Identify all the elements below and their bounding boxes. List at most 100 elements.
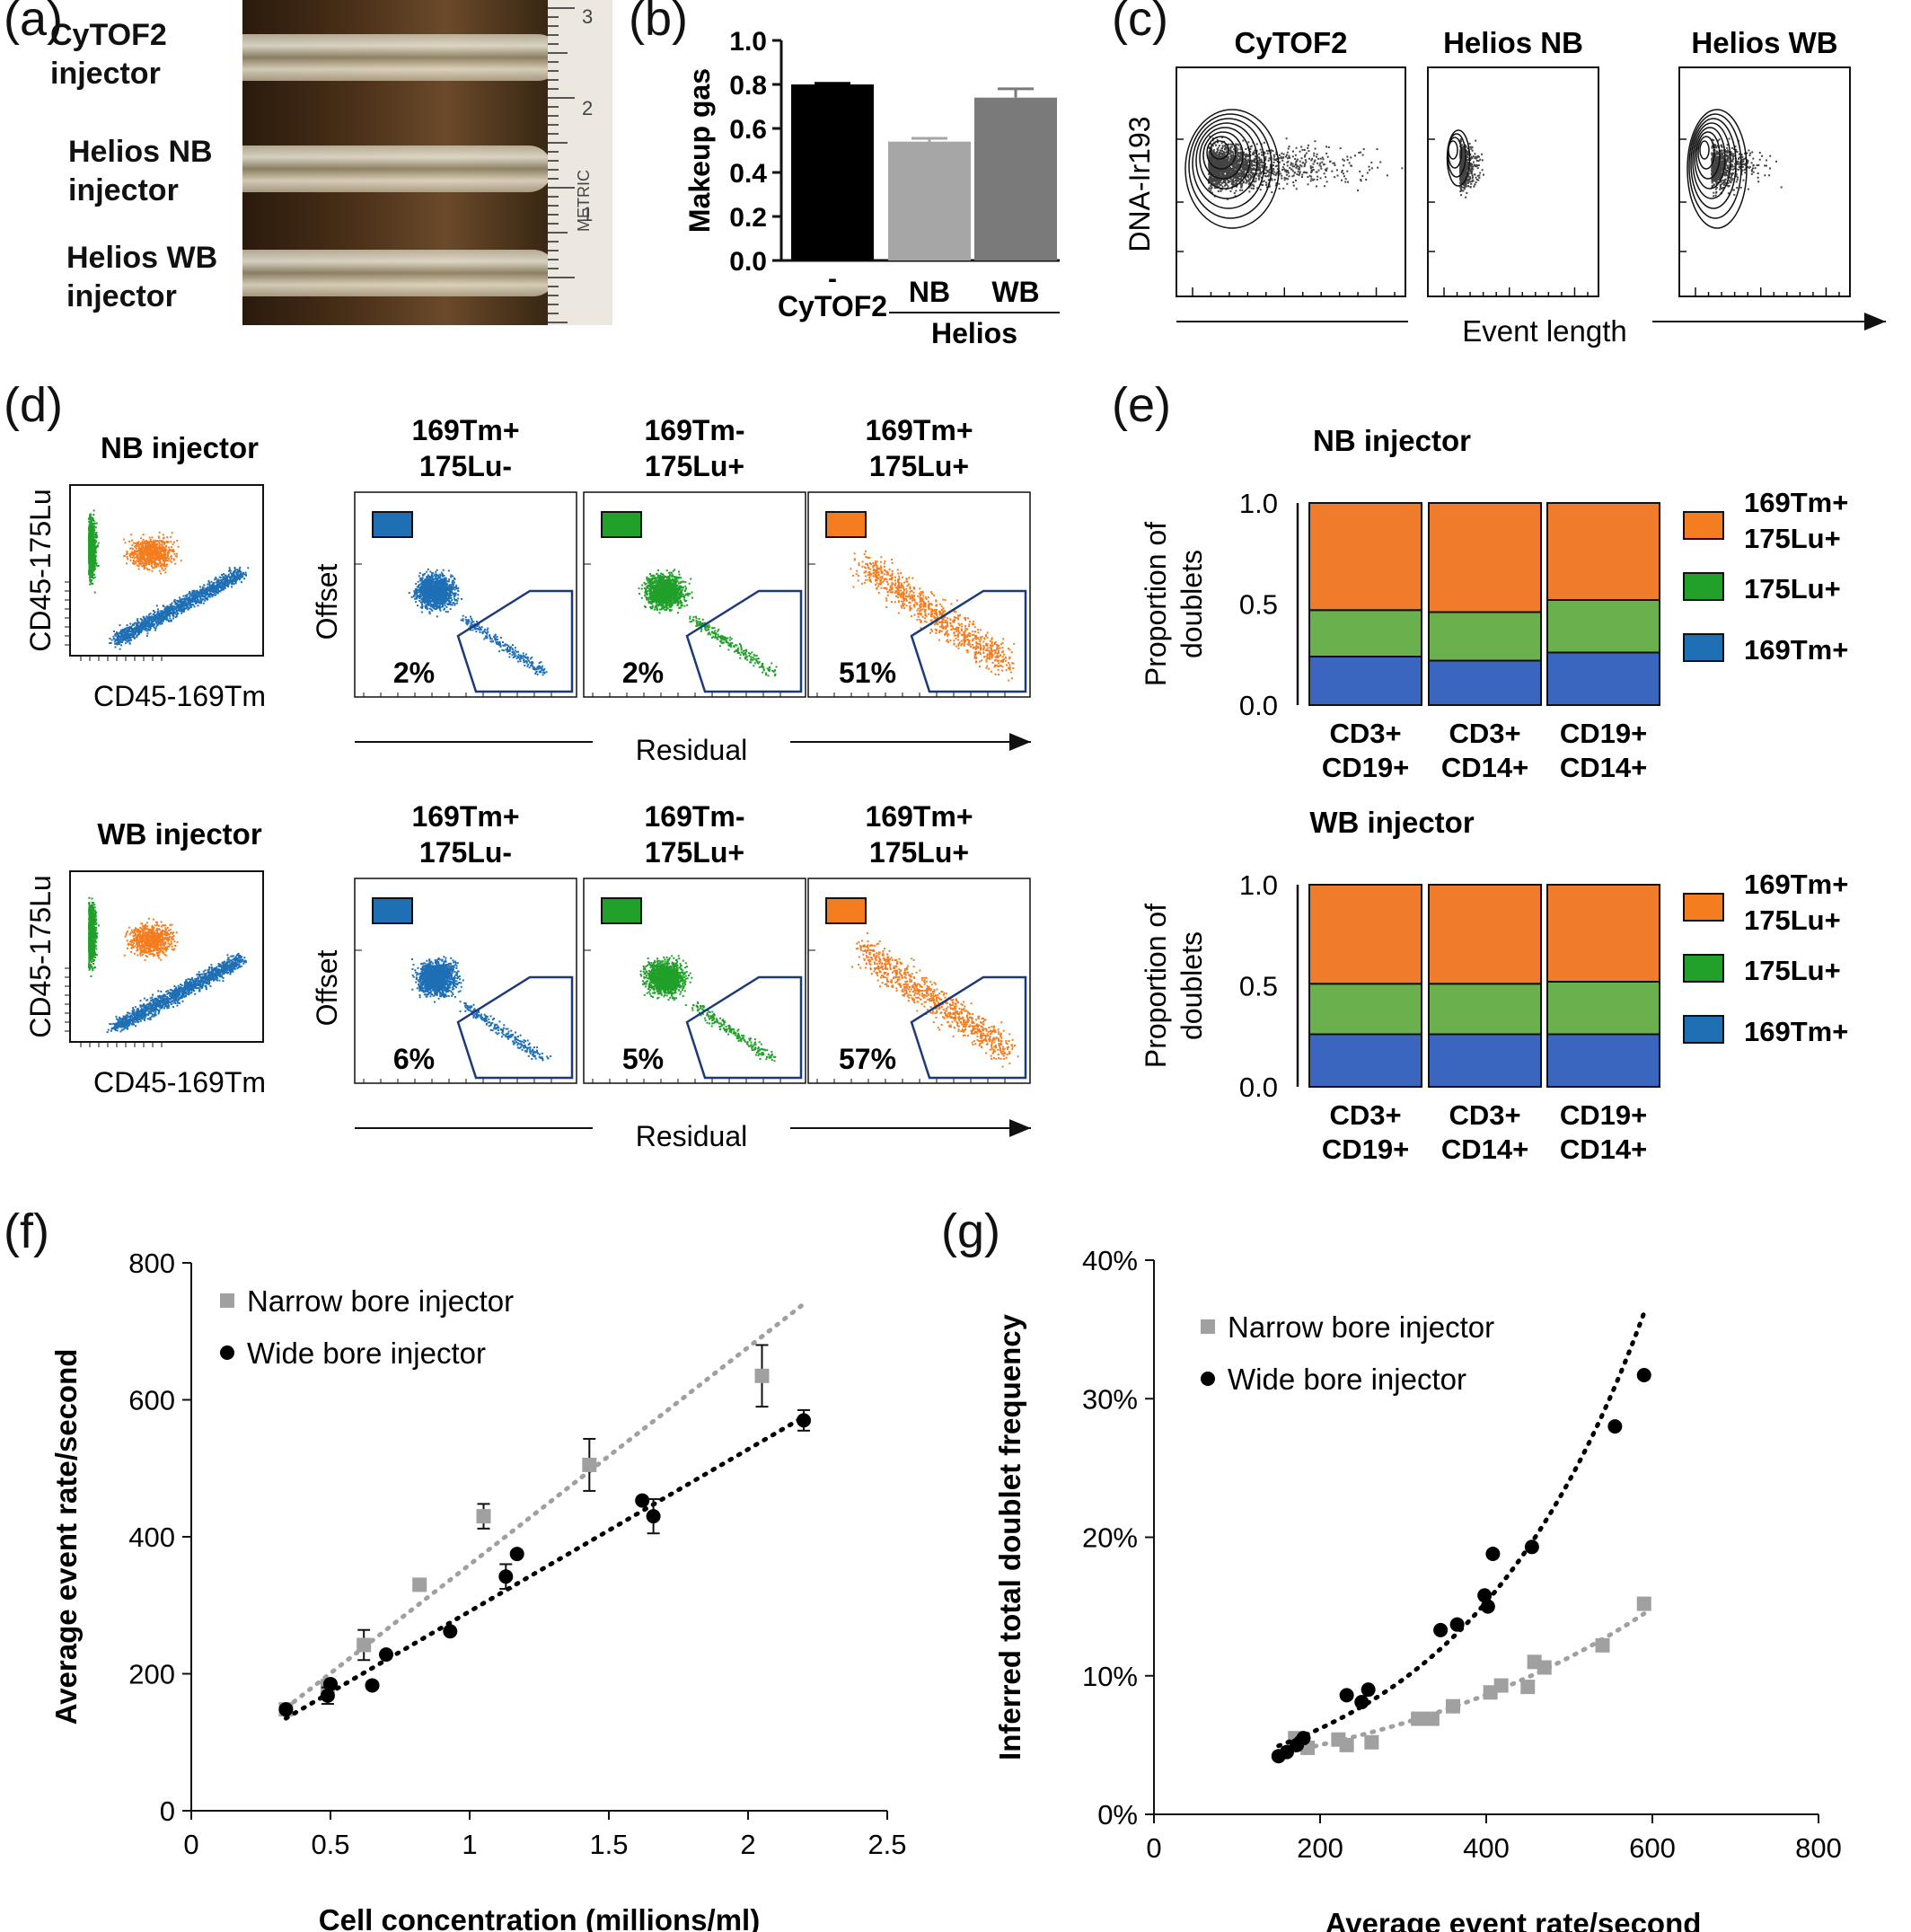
event-dot	[1251, 160, 1254, 163]
event-dot	[1239, 174, 1242, 177]
event-dot	[1278, 182, 1281, 185]
event-dot	[1211, 181, 1213, 183]
dot-orange	[138, 560, 141, 562]
event-dot	[1210, 154, 1212, 157]
event-dot	[1466, 161, 1468, 163]
panel-letter-c: (c)	[1112, 0, 1168, 46]
event-dot	[1225, 188, 1228, 190]
event-dot	[1219, 181, 1221, 183]
label-line: injector	[50, 57, 161, 91]
event-dot	[1234, 195, 1237, 198]
event-dot	[1240, 170, 1243, 172]
event-dot	[1711, 161, 1713, 163]
event-dot	[1228, 174, 1230, 177]
event-dot	[1229, 169, 1232, 172]
event-dot	[1715, 160, 1718, 163]
event-dot	[1224, 164, 1227, 167]
dot-orange	[137, 552, 140, 555]
event-dot	[1246, 165, 1248, 168]
ruler-tick	[548, 241, 559, 243]
event-dot	[1281, 177, 1283, 180]
event-dot	[1274, 174, 1277, 177]
event-dot	[1459, 152, 1462, 154]
group-label: Helios	[931, 317, 1017, 349]
plot-frame	[1678, 66, 1851, 297]
ruler-tick	[548, 259, 559, 260]
event-dot	[1310, 178, 1313, 181]
ruler-tick	[548, 250, 559, 251]
event-dot	[1741, 161, 1744, 163]
dot-orange	[167, 552, 170, 555]
event-dot	[1752, 171, 1755, 173]
event-dot	[1218, 180, 1220, 182]
event-dot	[1220, 142, 1223, 145]
dot-green	[92, 551, 95, 554]
event-dot	[1466, 181, 1469, 184]
event-dot	[1727, 181, 1730, 184]
event-dot	[1287, 160, 1290, 163]
event-dot	[1240, 184, 1243, 187]
event-dot	[1713, 168, 1715, 171]
event-dot	[1216, 184, 1219, 187]
event-dot	[1238, 189, 1241, 191]
event-dot	[1711, 167, 1713, 170]
event-dot	[1307, 146, 1309, 149]
event-dot	[1261, 161, 1264, 163]
dot-green	[92, 564, 95, 567]
event-dot	[1243, 157, 1246, 160]
event-dot	[1221, 166, 1224, 169]
event-dot	[1227, 162, 1229, 164]
event-dot	[1274, 165, 1277, 168]
event-dot	[1466, 172, 1468, 175]
event-dot	[1281, 174, 1283, 177]
event-dot	[1473, 173, 1475, 176]
event-dot	[1459, 190, 1462, 193]
plot-frame	[1427, 66, 1599, 297]
event-dot	[1247, 180, 1250, 182]
event-dot	[1249, 163, 1252, 166]
event-dot	[1460, 168, 1463, 171]
event-dot	[1220, 188, 1223, 190]
bar-CyTOF2	[791, 84, 874, 260]
event-dot	[1722, 159, 1725, 162]
event-dot	[1308, 150, 1310, 153]
dot-orange	[167, 550, 170, 552]
event-dot	[1459, 138, 1462, 141]
event-dot	[1210, 153, 1212, 155]
event-dot	[1209, 165, 1211, 168]
event-dot	[1214, 162, 1217, 164]
event-dot	[1342, 172, 1344, 175]
event-dot	[1720, 167, 1722, 170]
dot-green	[91, 524, 93, 526]
dot-green	[93, 576, 96, 578]
event-dot	[1216, 179, 1219, 181]
dot-orange	[143, 542, 145, 544]
event-dot	[1723, 181, 1726, 183]
event-dot	[1239, 151, 1242, 154]
dot-green	[93, 556, 96, 559]
event-dot	[1235, 174, 1237, 177]
dot-green	[95, 534, 98, 537]
contour-line	[1699, 140, 1710, 160]
event-dot	[1733, 193, 1736, 196]
event-dot	[1282, 156, 1285, 159]
event-dot	[1224, 145, 1227, 147]
event-dot	[1272, 150, 1274, 153]
event-dot	[1732, 189, 1735, 191]
event-dot	[1255, 173, 1257, 176]
event-dot	[1229, 160, 1232, 163]
event-dot	[1463, 188, 1466, 190]
dot-orange	[127, 558, 129, 560]
event-dot	[1258, 153, 1261, 155]
dot-orange	[158, 531, 161, 534]
dot-green	[93, 523, 96, 525]
event-dot	[1254, 164, 1256, 167]
event-dot	[1322, 158, 1325, 161]
dot-green	[88, 535, 91, 538]
category-label: WB	[991, 276, 1039, 308]
event-dot	[1237, 172, 1240, 175]
event-dot	[1479, 172, 1482, 174]
event-dot	[1460, 181, 1463, 183]
doublet-gating-plots: NB injectorCD45-175LuCD45-169Tm169Tm+175…	[24, 414, 1031, 1152]
event-dot	[1238, 172, 1241, 174]
